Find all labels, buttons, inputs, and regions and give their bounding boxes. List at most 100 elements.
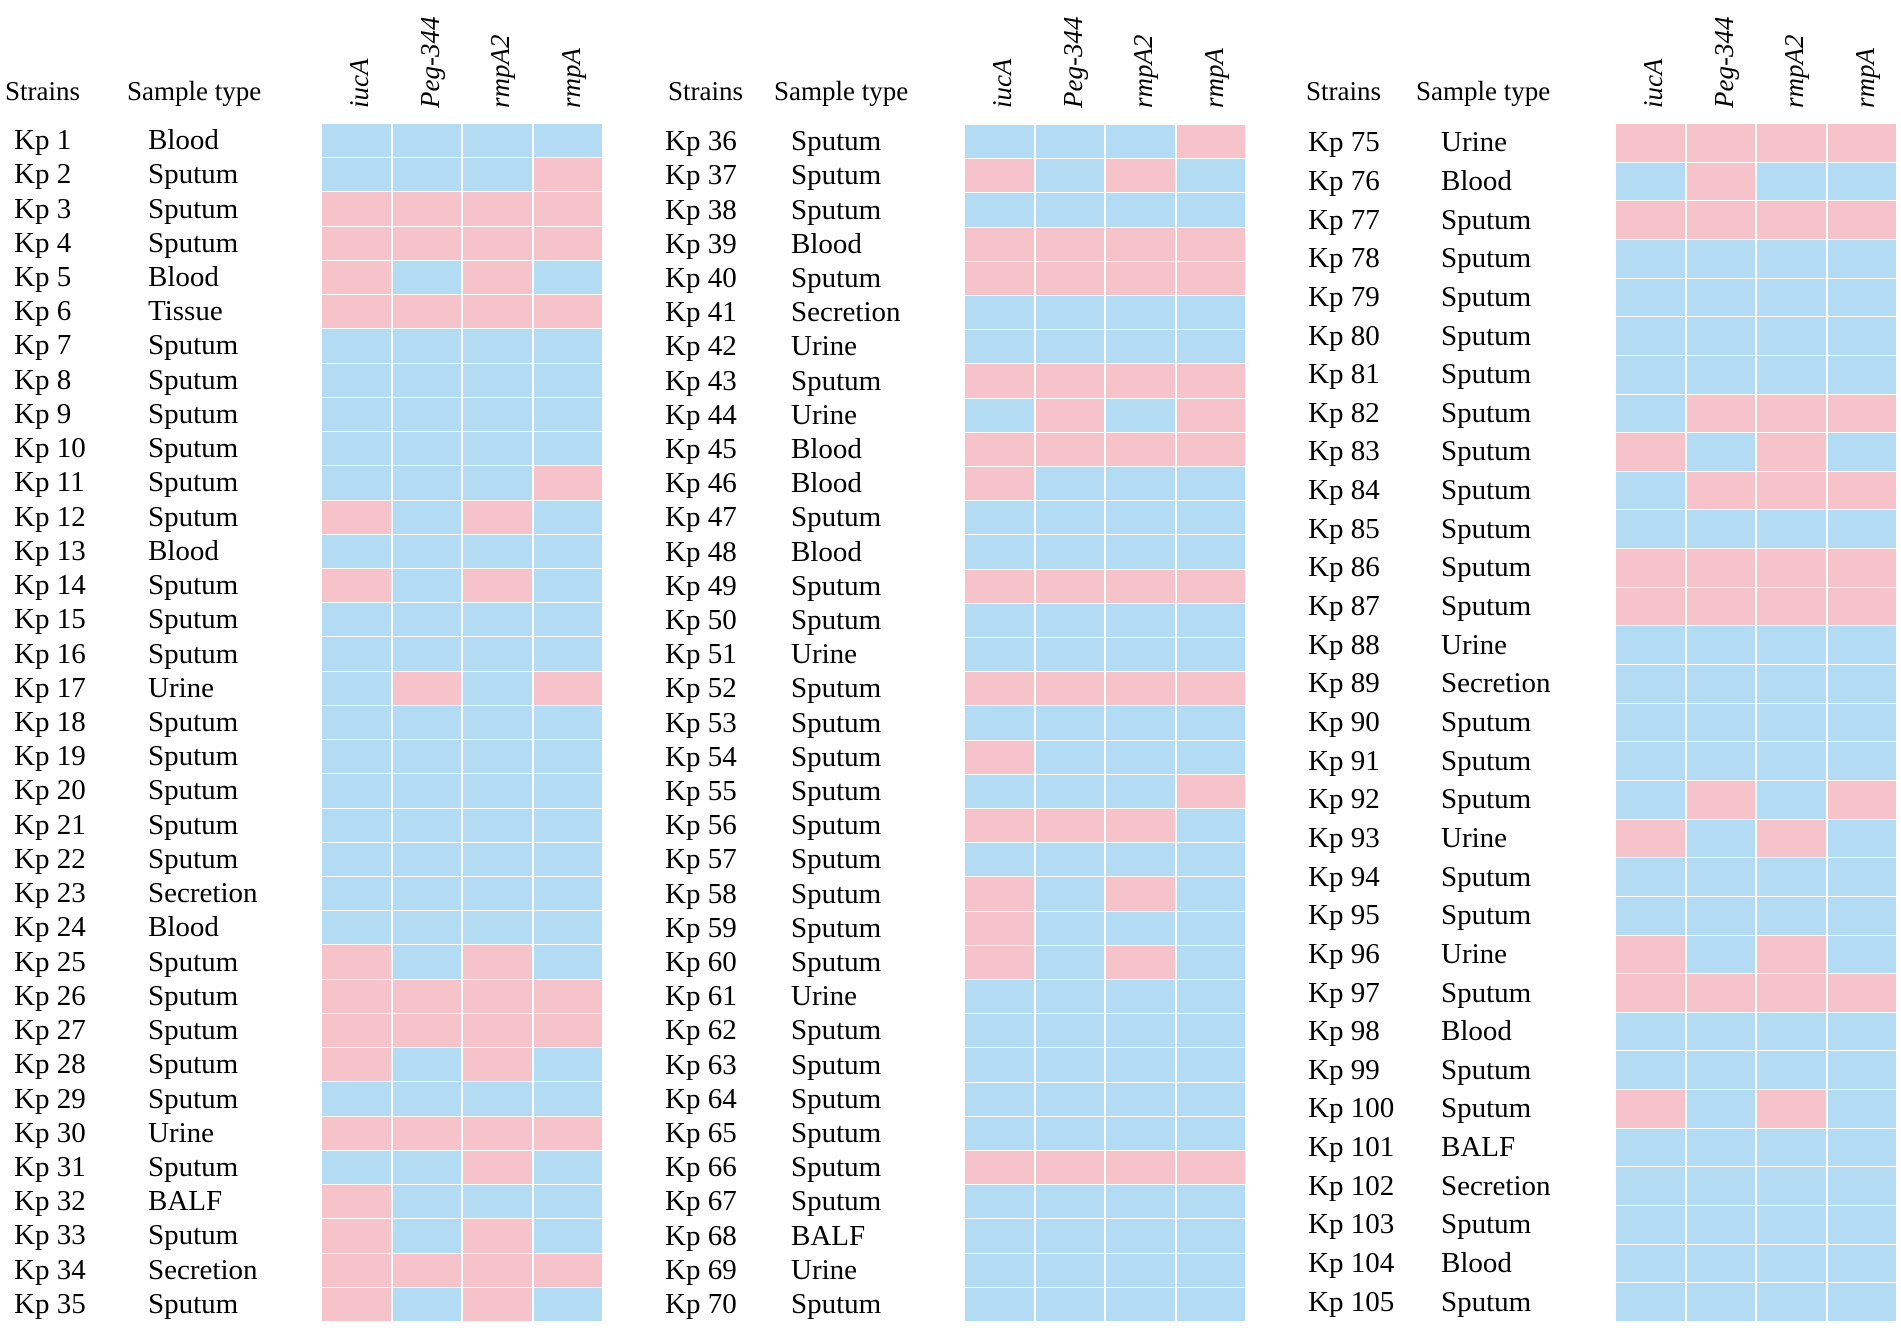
- heatmap-cell: [322, 637, 393, 672]
- heatmap-cell: [1106, 1151, 1177, 1186]
- heatmap-cell: [1757, 201, 1828, 240]
- heatmap-cell: [322, 1185, 393, 1220]
- heatmap-cell: [1616, 201, 1687, 240]
- heatmap-cell: [1106, 467, 1177, 502]
- heatmap-cell: [322, 740, 393, 775]
- heatmap-cell: [1616, 394, 1687, 434]
- sample-type-label: Secretion: [148, 877, 258, 910]
- heatmap-cell: [322, 1150, 393, 1186]
- heatmap-cell: [1616, 1128, 1687, 1168]
- heatmap-cell: [1616, 703, 1687, 743]
- heatmap-cell: [1757, 317, 1828, 356]
- heatmap-cell: [322, 671, 393, 706]
- heatmap-cell: [1106, 159, 1177, 194]
- heatmap-cell: [965, 159, 1036, 194]
- heatmap-cell: [392, 466, 463, 501]
- heatmap-cell: [1106, 980, 1177, 1015]
- heatmap-cell: [965, 1185, 1036, 1220]
- heatmap-cell: [533, 397, 604, 433]
- heatmap-cell: [965, 193, 1036, 228]
- heatmap-cell: [1106, 227, 1177, 262]
- heatmap-cell: [965, 980, 1036, 1015]
- heatmap-cell: [1035, 398, 1106, 433]
- heatmap-cell: [463, 671, 534, 706]
- heatmap-cell: [392, 877, 463, 912]
- strain-label: Kp 9: [14, 397, 72, 430]
- heatmap-cell: [965, 296, 1036, 331]
- heatmap-cell: [392, 260, 463, 296]
- gene-header-rmpa: rmpA: [1849, 48, 1880, 108]
- sample-type-label: Urine: [791, 1253, 858, 1286]
- heatmap-cell: [533, 534, 604, 569]
- heatmap-cell: [1827, 626, 1898, 666]
- heatmap-cell: [1106, 1048, 1177, 1083]
- heatmap-cell: [1106, 1253, 1177, 1288]
- sample-type-label: Sputum: [1441, 435, 1532, 468]
- heatmap-cell: [1176, 1048, 1247, 1083]
- strain-label: Kp 76: [1308, 164, 1380, 197]
- heatmap-cell: [533, 363, 604, 398]
- heatmap-cell: [1686, 974, 1757, 1013]
- heatmap-cell: [1757, 587, 1828, 627]
- sample-type-label: Sputum: [1441, 242, 1532, 275]
- strain-label: Kp 99: [1308, 1053, 1380, 1086]
- sample-type-label: Sputum: [1441, 783, 1532, 816]
- strain-label: Kp 56: [665, 809, 737, 842]
- sample-type-label: Sputum: [1441, 1208, 1532, 1241]
- heatmap-cell: [1106, 1219, 1177, 1254]
- heatmap-cell: [1035, 911, 1106, 946]
- heatmap-cell: [463, 945, 534, 980]
- heatmap-cell: [1106, 432, 1177, 467]
- heatmap-cell: [1616, 433, 1687, 472]
- strain-label: Kp 50: [665, 603, 737, 636]
- heatmap-cell: [322, 500, 393, 535]
- heatmap-cell: [463, 500, 534, 535]
- heatmap-cell: [463, 466, 534, 501]
- strain-label: Kp 100: [1308, 1092, 1395, 1125]
- heatmap-cell: [322, 808, 393, 843]
- heatmap-cell: [965, 432, 1036, 467]
- sample-type-label: Sputum: [791, 945, 882, 978]
- strain-label: Kp 1: [14, 124, 72, 157]
- heatmap-cell: [965, 638, 1036, 673]
- heatmap-cell: [965, 227, 1036, 262]
- heatmap-cell: [322, 260, 393, 296]
- heatmap-cell: [1106, 911, 1177, 946]
- strain-label: Kp 82: [1308, 396, 1380, 429]
- sample-type-label: Blood: [1441, 1015, 1512, 1048]
- sample-type-label: Tissue: [148, 295, 223, 328]
- strain-label: Kp 21: [14, 808, 86, 841]
- sample-type-label: Sputum: [1441, 744, 1532, 777]
- heatmap-cell: [1035, 467, 1106, 502]
- heatmap-cell: [1106, 603, 1177, 638]
- sample-type-label: Urine: [791, 398, 858, 431]
- heatmap-cell: [1827, 858, 1898, 897]
- heatmap-cell: [1827, 201, 1898, 240]
- heatmap-cell: [1686, 394, 1757, 434]
- heatmap-cell: [1616, 1283, 1687, 1322]
- heatmap-cell: [1757, 896, 1828, 936]
- heatmap-cell: [1176, 740, 1247, 775]
- strain-label: Kp 77: [1308, 203, 1380, 236]
- heatmap-cell: [1827, 742, 1898, 781]
- heatmap-cell: [1616, 317, 1687, 356]
- gene-header-iuca: iucA: [1638, 58, 1668, 108]
- strain-label: Kp 49: [665, 569, 737, 602]
- heatmap-cell: [1827, 317, 1898, 356]
- heatmap-cell: [392, 1253, 463, 1288]
- heatmap-cell: [965, 706, 1036, 741]
- heatmap-cell: [392, 329, 463, 364]
- heatmap-cell: [533, 192, 604, 227]
- sample-type-label: Sputum: [791, 125, 882, 158]
- sample-type-label: Sputum: [1441, 358, 1532, 391]
- heatmap-cell: [463, 1253, 534, 1288]
- heatmap-cell: [1106, 125, 1177, 160]
- heatmap-cell: [1757, 935, 1828, 975]
- heatmap-cell: [392, 1013, 463, 1049]
- sample-type-label: Sputum: [791, 261, 882, 294]
- heatmap-cell: [392, 192, 463, 227]
- heatmap-cell: [1686, 1206, 1757, 1245]
- sample-type-label: Sputum: [148, 842, 239, 875]
- heatmap-cell: [533, 979, 604, 1014]
- heatmap-cell: [1176, 1219, 1247, 1254]
